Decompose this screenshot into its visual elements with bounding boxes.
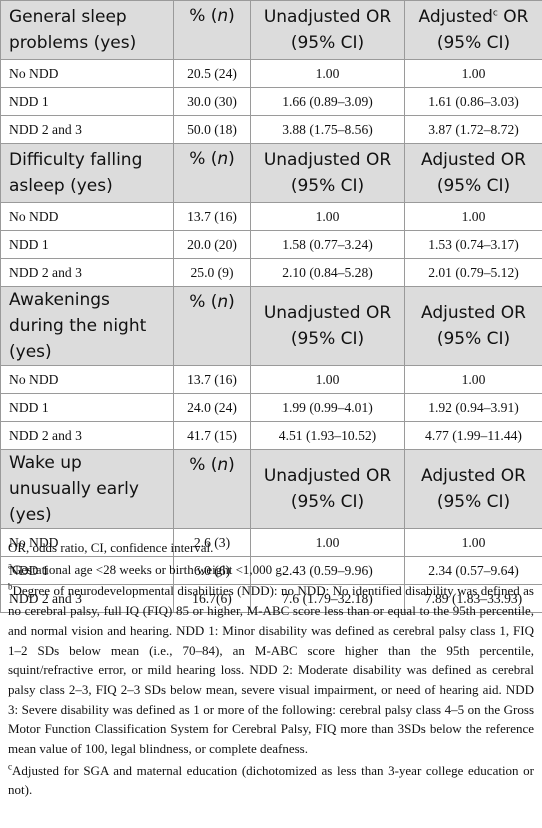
section-header-general: General sleep problems (yes) % (n) Unadj… bbox=[0, 0, 542, 60]
unadj-cell: 1.00 bbox=[250, 202, 405, 231]
group-cell: NDD 2 and 3 bbox=[0, 584, 174, 613]
header-percent: % (n) bbox=[173, 143, 251, 203]
group-cell: NDD 2 and 3 bbox=[0, 421, 174, 450]
header-unadjusted: Unadjusted OR (95% CI) bbox=[250, 449, 405, 529]
header-adjusted: Adjustedc OR (95% CI) bbox=[404, 0, 542, 60]
pct-cell: 24.0 (24) bbox=[173, 393, 251, 422]
unadj-cell: 4.51 (1.93–10.52) bbox=[250, 421, 405, 450]
unadj-cell: 1.00 bbox=[250, 365, 405, 394]
adj-cell: 1.00 bbox=[404, 365, 542, 394]
adj-cell: 2.34 (0.57–9.64) bbox=[404, 556, 542, 585]
pct-cell: 25.0 (9) bbox=[173, 258, 251, 287]
footnote-c: cAdjusted for SGA and maternal education… bbox=[8, 761, 534, 798]
pct-cell: 41.7 (15) bbox=[173, 421, 251, 450]
footnote-abbreviations: OR, odds ratio, CI, confidence interval. bbox=[8, 540, 214, 555]
table-row: No NDD 20.5 (24) 1.00 1.00 bbox=[0, 59, 542, 88]
group-cell: No NDD bbox=[0, 528, 174, 557]
table-row: NDD 2 and 3 25.0 (9) 2.10 (0.84–5.28) 2.… bbox=[0, 258, 542, 287]
table-row: NDD 1 6.0 (6) 2.43 (0.59–9.96) 2.34 (0.5… bbox=[0, 556, 542, 585]
header-percent: % (n) bbox=[173, 0, 251, 60]
pct-cell: 20.5 (24) bbox=[173, 59, 251, 88]
unadj-cell: 1.66 (0.89–3.09) bbox=[250, 87, 405, 116]
header-adjusted: Adjusted OR (95% CI) bbox=[404, 143, 542, 203]
table-row: NDD 1 24.0 (24) 1.99 (0.99–4.01) 1.92 (0… bbox=[0, 393, 542, 422]
sleep-problems-table: General sleep problems (yes) % (n) Unadj… bbox=[0, 0, 542, 613]
header-adjusted: Adjusted OR (95% CI) bbox=[404, 286, 542, 366]
adj-cell: 1.92 (0.94–3.91) bbox=[404, 393, 542, 422]
table-row: NDD 1 20.0 (20) 1.58 (0.77–3.24) 1.53 (0… bbox=[0, 230, 542, 259]
section-header-wake-early: Wake up unusually early (yes) % (n) Unad… bbox=[0, 449, 542, 529]
group-cell: NDD 1 bbox=[0, 230, 174, 259]
table-row: NDD 2 and 3 41.7 (15) 4.51 (1.93–10.52) … bbox=[0, 421, 542, 450]
pct-cell: 20.0 (20) bbox=[173, 230, 251, 259]
adj-cell: 1.00 bbox=[404, 528, 542, 557]
header-outcome: Difficulty falling asleep (yes) bbox=[0, 143, 174, 203]
table-row: No NDD 13.7 (16) 1.00 1.00 bbox=[0, 202, 542, 231]
unadj-cell: 2.43 (0.59–9.96) bbox=[250, 556, 405, 585]
unadj-cell: 3.88 (1.75–8.56) bbox=[250, 115, 405, 144]
unadj-cell: 1.58 (0.77–3.24) bbox=[250, 230, 405, 259]
group-cell: No NDD bbox=[0, 59, 174, 88]
table-row: NDD 2 and 3 16.7(6) 7.6 (1.79–32.18) 7.8… bbox=[0, 584, 542, 613]
table-row: No NDD 2.6 (3) 1.00 1.00 bbox=[0, 528, 542, 557]
header-unadjusted: Unadjusted OR (95% CI) bbox=[250, 0, 405, 60]
adj-cell: 1.53 (0.74–3.17) bbox=[404, 230, 542, 259]
header-percent: % (n) bbox=[173, 449, 251, 529]
pct-cell: 13.7 (16) bbox=[173, 202, 251, 231]
table-row: NDD 2 and 3 50.0 (18) 3.88 (1.75–8.56) 3… bbox=[0, 115, 542, 144]
pct-cell: 50.0 (18) bbox=[173, 115, 251, 144]
group-cell: NDD 1 bbox=[0, 393, 174, 422]
adj-cell: 7.89 (1.83–33.93) bbox=[404, 584, 542, 613]
table-row: No NDD 13.7 (16) 1.00 1.00 bbox=[0, 365, 542, 394]
group-cell: NDD 2 and 3 bbox=[0, 115, 174, 144]
table-container: General sleep problems (yes) % (n) Unadj… bbox=[0, 0, 542, 613]
table-footnotes: OR, odds ratio, CI, confidence interval.… bbox=[8, 538, 534, 802]
table-row: NDD 1 30.0 (30) 1.66 (0.89–3.09) 1.61 (0… bbox=[0, 87, 542, 116]
unadj-cell: 2.10 (0.84–5.28) bbox=[250, 258, 405, 287]
group-cell: NDD 2 and 3 bbox=[0, 258, 174, 287]
header-outcome: Wake up unusually early (yes) bbox=[0, 449, 174, 529]
pct-cell: 16.7(6) bbox=[173, 584, 251, 613]
group-cell: No NDD bbox=[0, 365, 174, 394]
section-header-awakenings: Awakenings during the night (yes) % (n) … bbox=[0, 286, 542, 366]
pct-cell: 30.0 (30) bbox=[173, 87, 251, 116]
adj-cell: 1.00 bbox=[404, 59, 542, 88]
group-cell: No NDD bbox=[0, 202, 174, 231]
unadj-cell: 1.99 (0.99–4.01) bbox=[250, 393, 405, 422]
adj-cell: 1.00 bbox=[404, 202, 542, 231]
footnote-a: aGestational age <28 weeks or birth weig… bbox=[8, 560, 286, 577]
unadj-cell: 7.6 (1.79–32.18) bbox=[250, 584, 405, 613]
section-header-falling-asleep: Difficulty falling asleep (yes) % (n) Un… bbox=[0, 143, 542, 203]
pct-cell: 2.6 (3) bbox=[173, 528, 251, 557]
group-cell: NDD 1 bbox=[0, 87, 174, 116]
adj-cell: 4.77 (1.99–11.44) bbox=[404, 421, 542, 450]
adj-cell: 1.61 (0.86–3.03) bbox=[404, 87, 542, 116]
pct-cell: 13.7 (16) bbox=[173, 365, 251, 394]
header-unadjusted: Unadjusted OR (95% CI) bbox=[250, 286, 405, 366]
adj-cell: 2.01 (0.79–5.12) bbox=[404, 258, 542, 287]
unadj-cell: 1.00 bbox=[250, 59, 405, 88]
adj-cell: 3.87 (1.72–8.72) bbox=[404, 115, 542, 144]
header-unadjusted: Unadjusted OR (95% CI) bbox=[250, 143, 405, 203]
header-outcome: General sleep problems (yes) bbox=[0, 0, 174, 60]
header-outcome: Awakenings during the night (yes) bbox=[0, 286, 174, 366]
header-adjusted: Adjusted OR (95% CI) bbox=[404, 449, 542, 529]
footnote-b: bDegree of neurodevelopmental disabiliti… bbox=[8, 582, 534, 757]
header-percent: % (n) bbox=[173, 286, 251, 366]
